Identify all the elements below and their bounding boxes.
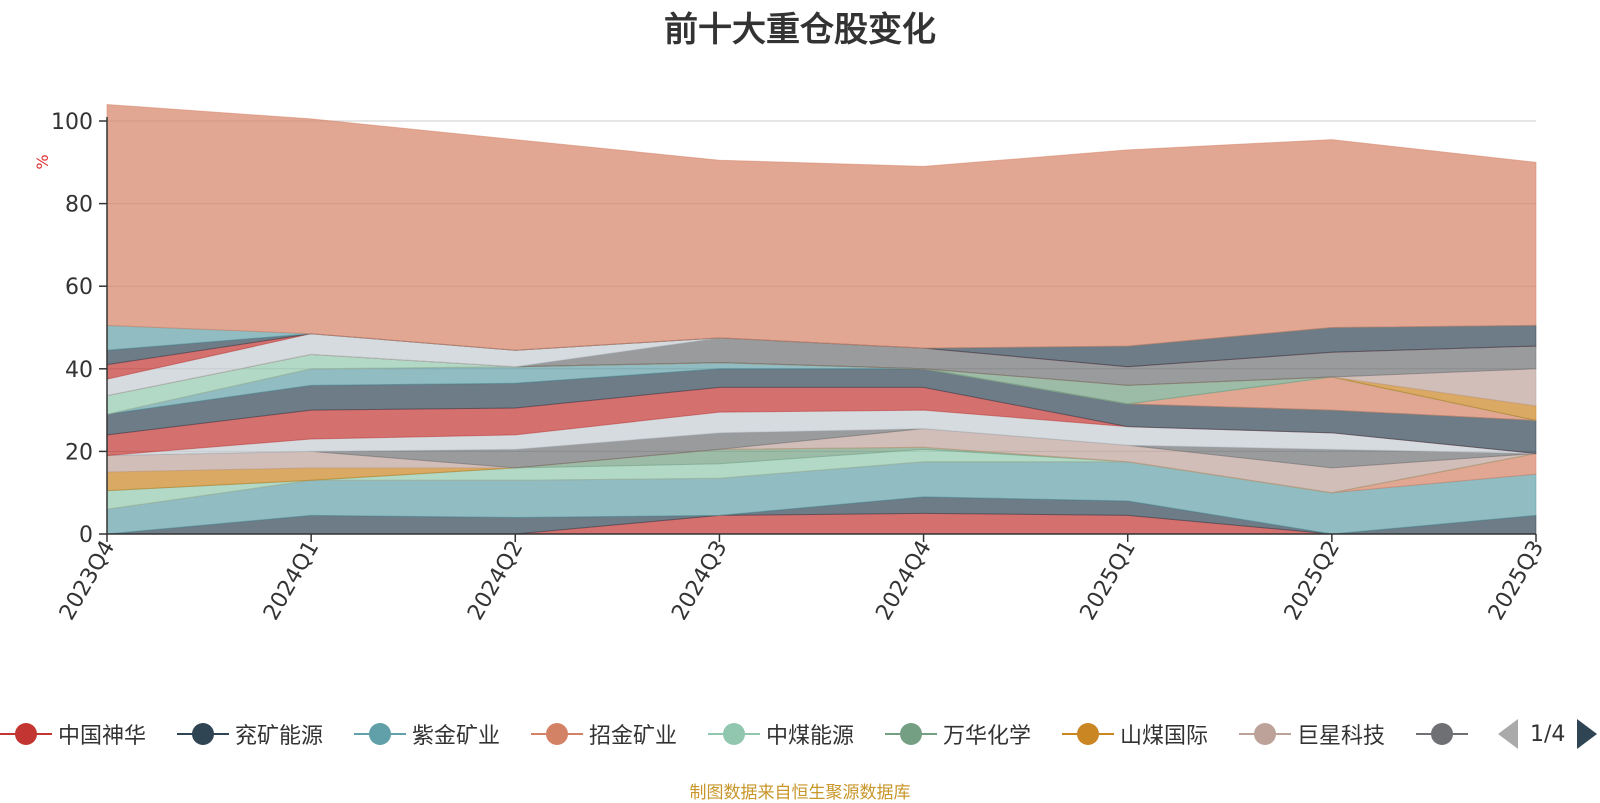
legend-item[interactable]: 招金矿业: [531, 712, 677, 756]
legend-label: 兖矿能源: [235, 724, 324, 749]
legend-item[interactable]: 万华化学: [885, 712, 1031, 756]
legend-marker-icon: [177, 723, 229, 745]
legend-next-page-button[interactable]: [1577, 719, 1598, 749]
legend-item[interactable]: 中煤能源: [708, 712, 854, 756]
legend-label: 紫金矿业: [412, 724, 501, 749]
x-tick-label: 2024Q2: [463, 537, 528, 625]
legend-label: 招金矿业: [589, 724, 678, 749]
legend-prev-page-button[interactable]: [1498, 719, 1518, 749]
legend-marker-icon: [0, 723, 52, 745]
legend-marker-icon: [1239, 723, 1291, 745]
legend-item[interactable]: 巨星科技: [1239, 712, 1385, 756]
stacked-area-chart: 0 20 40 60 80 100 2023Q4 2024Q1 2024Q2 2024Q3 2024…: [33, 103, 1549, 625]
x-tick-label: 2025Q1: [1076, 537, 1141, 625]
legend-marker-icon: [1062, 723, 1114, 745]
x-tick-label: 2025Q2: [1280, 537, 1345, 625]
legend-item[interactable]: 中国神华: [0, 712, 146, 756]
area-series: [106, 103, 1537, 535]
legend-item[interactable]: 山煤国际: [1062, 712, 1208, 756]
y-tick-label: 100: [51, 110, 93, 135]
x-tick-label: 2024Q4: [871, 537, 936, 625]
x-tick-label: 2024Q1: [259, 537, 324, 625]
legend-label: 万华化学: [943, 724, 1032, 749]
y-tick-label: 0: [79, 523, 93, 548]
legend-marker-icon: [708, 723, 760, 745]
x-tick-label: 2024Q3: [667, 537, 732, 625]
legend-item[interactable]: [1416, 712, 1474, 756]
y-tick-label: 40: [65, 358, 93, 383]
chart-title: 前十大重仓股变化: [664, 10, 936, 50]
data-source-note: 制图数据来自恒生聚源数据库: [689, 783, 911, 803]
legend-page-indicator: 1/4: [1530, 721, 1566, 747]
legend-item[interactable]: 兖矿能源: [177, 712, 323, 756]
legend-label: 巨星科技: [1297, 724, 1386, 749]
legend-marker-icon: [885, 723, 937, 745]
x-tick-label: 2023Q4: [55, 537, 120, 625]
legend-label: 中国神华: [58, 724, 147, 749]
y-tick-label: 80: [65, 193, 93, 218]
legend: 中国神华 兖矿能源 紫金矿业 招金矿业 中煤能源 万华化学 山煤国际 巨星科技: [0, 712, 1490, 756]
y-tick-label: 60: [65, 275, 93, 300]
legend-pager: 1/4: [1498, 716, 1598, 752]
x-tick-label: 2025Q3: [1484, 537, 1549, 625]
legend-label: 山煤国际: [1120, 724, 1209, 749]
legend-marker-icon: [1416, 723, 1468, 745]
legend-label: 中煤能源: [766, 724, 855, 749]
y-axis-unit-label: %: [33, 154, 52, 169]
legend-item[interactable]: 紫金矿业: [354, 712, 500, 756]
legend-marker-icon: [354, 723, 406, 745]
legend-marker-icon: [531, 723, 583, 745]
y-tick-label: 20: [65, 440, 93, 465]
area-series-24: [106, 103, 1537, 351]
